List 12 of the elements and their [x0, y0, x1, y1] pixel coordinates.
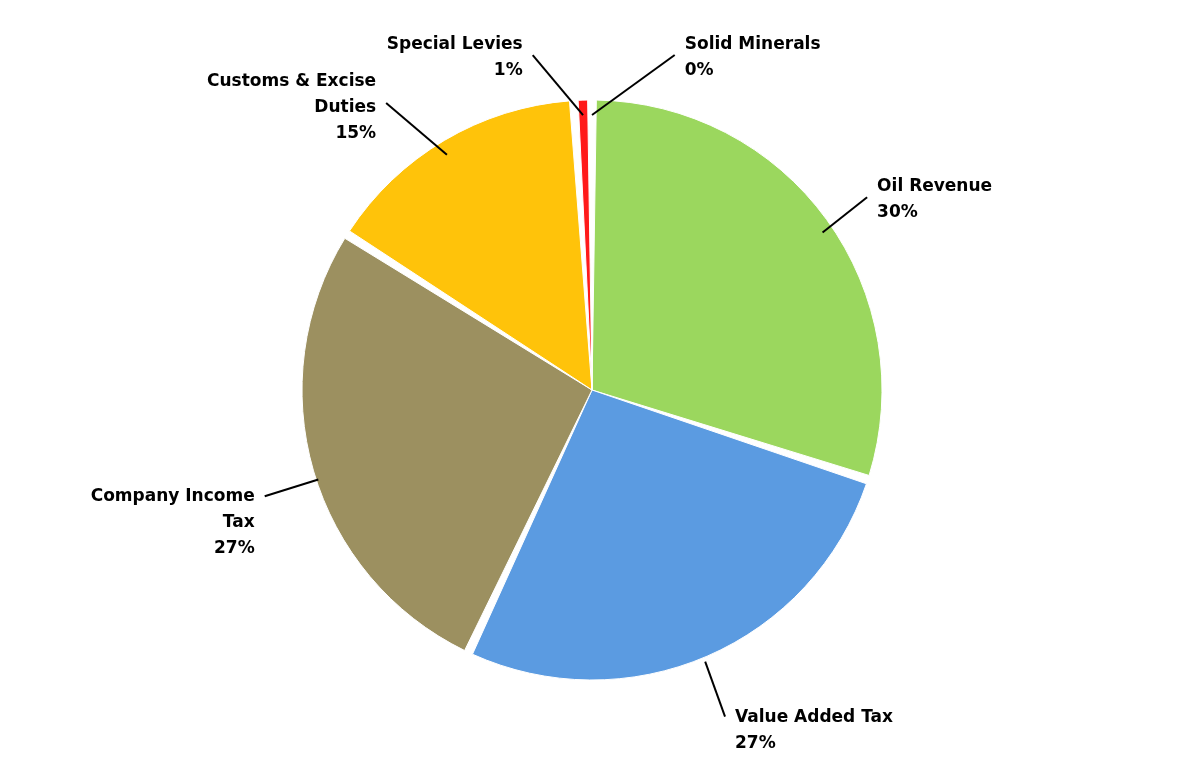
slice-label: Oil Revenue: [877, 175, 993, 196]
slice-label: Company Income Tax: [90, 485, 255, 532]
slice-label: Value Added Tax: [735, 705, 894, 726]
data-label: 1%: [493, 59, 523, 80]
data-label: 30%: [877, 201, 918, 222]
slice-label: Special Levies: [386, 33, 523, 54]
slice-label: Customs & Excise Duties: [206, 70, 377, 117]
category-label: Solid Minerals: [684, 33, 821, 53]
data-label: 15%: [335, 122, 377, 143]
text: 0%: [684, 59, 714, 79]
data-label: 27%: [735, 731, 776, 752]
data-label: 27%: [214, 537, 255, 558]
